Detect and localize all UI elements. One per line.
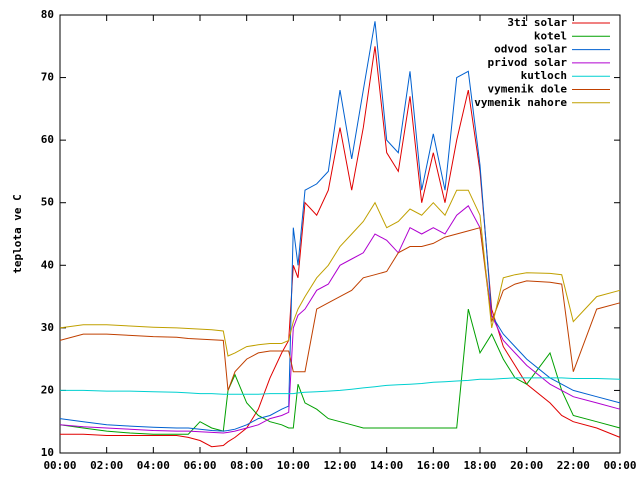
y-tick-label: 80 — [41, 8, 54, 21]
y-tick-label: 10 — [41, 446, 54, 459]
x-tick-label: 04:00 — [137, 459, 170, 472]
x-tick-label: 14:00 — [370, 459, 403, 472]
series-line — [60, 46, 621, 448]
y-tick-label: 70 — [41, 71, 54, 84]
legend-label: 3ti solar — [507, 16, 567, 29]
legend-label: odvod solar — [494, 43, 567, 56]
x-tick-label: 08:00 — [230, 459, 263, 472]
legend-label: vymenik dole — [488, 83, 568, 96]
series-line — [59, 308, 621, 435]
x-tick-label: 12:00 — [323, 459, 356, 472]
legend-label: kotel — [534, 29, 567, 42]
series-line — [59, 189, 621, 357]
x-tick-label: 16:00 — [417, 459, 450, 472]
legend-label: vymenik nahore — [474, 96, 567, 109]
y-axis-label: teplota ve C — [11, 194, 24, 273]
legend-label: privod solar — [488, 56, 568, 69]
y-tick-label: 30 — [41, 321, 54, 334]
x-tick-label: 00:00 — [43, 459, 76, 472]
y-tick-label: 40 — [41, 258, 54, 271]
x-tick-label: 20:00 — [510, 459, 543, 472]
series-line — [59, 21, 621, 432]
x-tick-label: 06:00 — [183, 459, 216, 472]
x-tick-label: 18:00 — [463, 459, 496, 472]
x-tick-label: 10:00 — [277, 459, 310, 472]
y-tick-label: 50 — [41, 196, 54, 209]
legend-label: kutloch — [521, 69, 567, 82]
y-tick-label: 20 — [41, 383, 54, 396]
series-line — [59, 227, 621, 391]
series-line — [59, 205, 621, 434]
x-tick-label: 00:00 — [603, 459, 636, 472]
x-tick-label: 02:00 — [90, 459, 123, 472]
y-tick-label: 60 — [41, 133, 54, 146]
series-line — [60, 377, 621, 395]
x-tick-label: 22:00 — [557, 459, 590, 472]
